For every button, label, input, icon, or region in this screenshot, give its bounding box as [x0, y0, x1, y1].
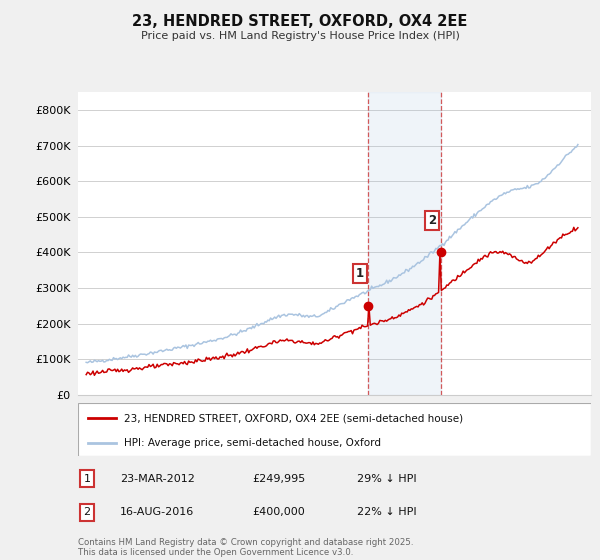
- Text: Price paid vs. HM Land Registry's House Price Index (HPI): Price paid vs. HM Land Registry's House …: [140, 31, 460, 41]
- Text: 23, HENDRED STREET, OXFORD, OX4 2EE (semi-detached house): 23, HENDRED STREET, OXFORD, OX4 2EE (sem…: [124, 413, 463, 423]
- Text: £400,000: £400,000: [252, 507, 305, 517]
- Text: 1: 1: [83, 474, 91, 484]
- Text: 16-AUG-2016: 16-AUG-2016: [120, 507, 194, 517]
- Text: 22% ↓ HPI: 22% ↓ HPI: [357, 507, 416, 517]
- Text: £249,995: £249,995: [252, 474, 305, 484]
- Text: 2: 2: [83, 507, 91, 517]
- Bar: [368, 92, 440, 395]
- Text: Contains HM Land Registry data © Crown copyright and database right 2025.
This d: Contains HM Land Registry data © Crown c…: [78, 538, 413, 557]
- Text: 2: 2: [428, 214, 436, 227]
- Text: 29% ↓ HPI: 29% ↓ HPI: [357, 474, 416, 484]
- Text: 1: 1: [356, 267, 364, 281]
- Text: 23-MAR-2012: 23-MAR-2012: [120, 474, 195, 484]
- Text: HPI: Average price, semi-detached house, Oxford: HPI: Average price, semi-detached house,…: [124, 438, 381, 448]
- Text: 23, HENDRED STREET, OXFORD, OX4 2EE: 23, HENDRED STREET, OXFORD, OX4 2EE: [133, 14, 467, 29]
